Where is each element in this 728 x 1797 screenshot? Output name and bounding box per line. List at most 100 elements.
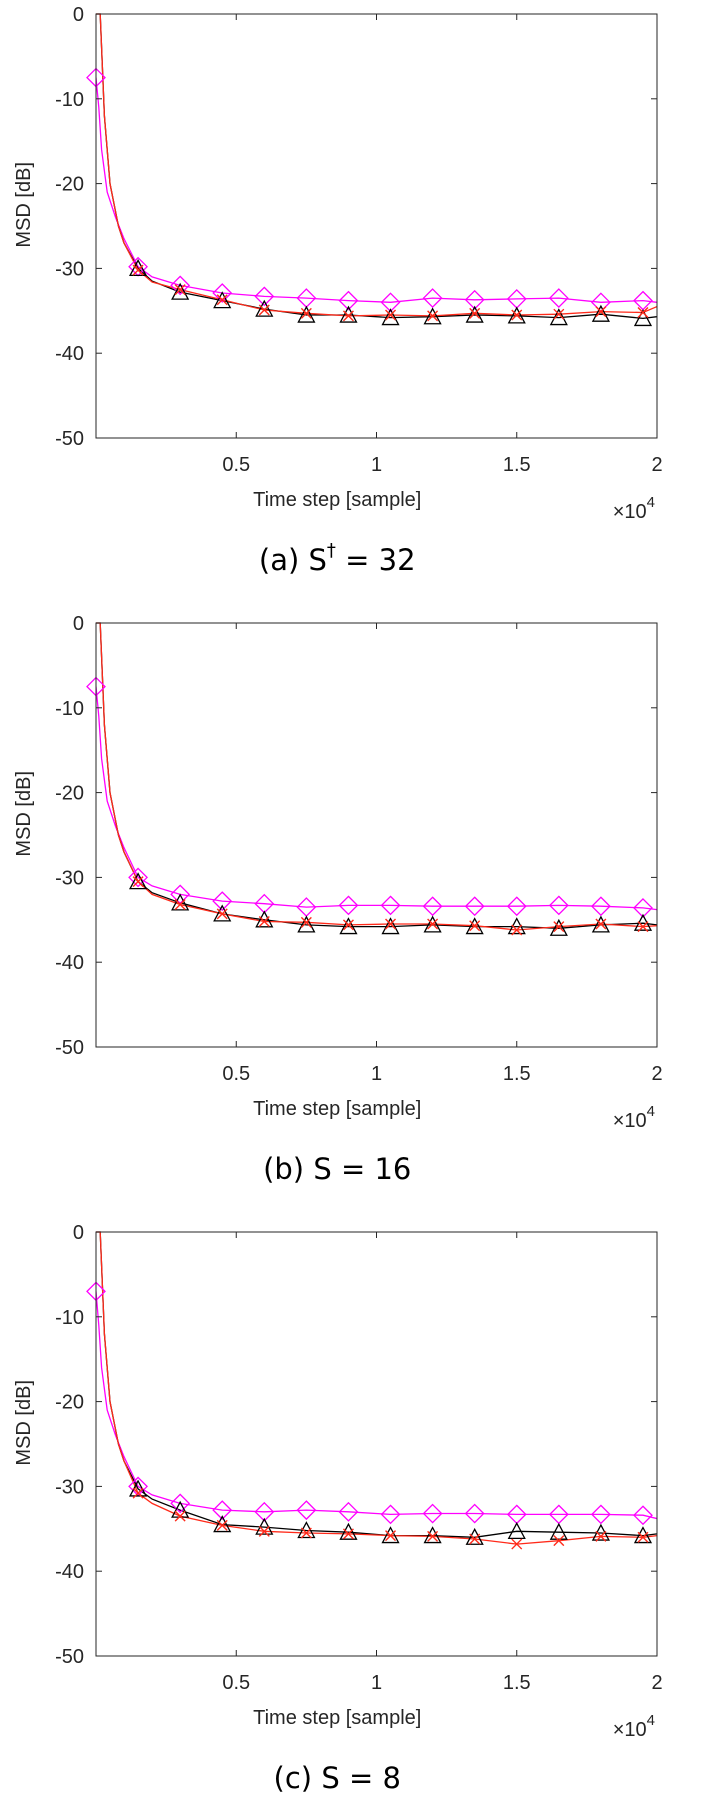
y-tick-label: -30 <box>55 1476 84 1498</box>
marker-diamond <box>633 898 653 918</box>
marker-cross <box>132 1487 144 1499</box>
x-tick-label: 1.5 <box>503 1672 531 1694</box>
marker-cross <box>427 918 439 930</box>
marker-diamond <box>212 891 233 912</box>
marker-triangle <box>507 306 526 324</box>
x-multiplier-label: ×104 <box>613 494 655 523</box>
marker-cross <box>300 307 312 319</box>
y-tick-label: -20 <box>55 783 84 805</box>
x-tick-label: 2 <box>651 1063 662 1085</box>
panel-caption: (b) S = 16 <box>263 1152 411 1186</box>
marker-triangle <box>381 917 400 935</box>
series-line-magenta-diamond <box>96 1291 657 1520</box>
x-tick-label: 2 <box>651 454 662 476</box>
marker-diamond <box>506 896 527 917</box>
marker-cross <box>216 294 228 306</box>
x-axis-label: Time step [sample] <box>253 1098 421 1120</box>
x-tick-label: 1 <box>371 1063 382 1085</box>
x-multiplier-exponent: 4 <box>647 1712 655 1729</box>
marker-cross <box>385 918 397 930</box>
caption-prefix: (c) S <box>274 1761 340 1795</box>
y-tick-label: -50 <box>55 1646 84 1668</box>
x-multiplier-base: ×10 <box>613 1719 647 1741</box>
marker-triangle <box>465 917 484 935</box>
marker-triangle <box>339 917 358 935</box>
marker-cross <box>637 307 649 318</box>
x-tick-label: 1 <box>371 1672 382 1694</box>
marker-cross <box>216 1519 228 1531</box>
x-axis-label: Time step [sample] <box>253 489 421 511</box>
chart-panel-b: 0.5 1 1.5 2 0 -10 -20 -30 -40 -50 Time step [sampl… <box>13 613 663 1186</box>
marker-cross <box>342 919 354 931</box>
caption-suffix: = 16 <box>332 1152 412 1186</box>
marker-diamond <box>464 896 485 917</box>
marker-diamond <box>338 895 359 916</box>
marker-cross <box>342 1528 354 1540</box>
marker-cross <box>132 876 144 888</box>
marker-cross <box>132 264 144 276</box>
marker-triangle <box>633 309 653 327</box>
y-tick-label: -30 <box>55 867 84 889</box>
y-tick-label: 0 <box>73 613 84 635</box>
marker-cross <box>511 309 523 321</box>
marker-diamond <box>590 896 611 917</box>
marker-triangle <box>549 918 568 936</box>
marker-cross <box>595 918 607 930</box>
series-line-magenta-diamond <box>96 686 657 911</box>
x-tick-label: 1 <box>371 454 382 476</box>
marker-triangle <box>213 904 232 922</box>
x-multiplier-label: ×104 <box>613 1103 655 1132</box>
x-tick-label: 0.5 <box>222 454 250 476</box>
marker-cross <box>469 1533 481 1545</box>
marker-cross <box>595 306 607 318</box>
series-line-black-triangle <box>96 622 657 929</box>
series-line-red-cross <box>96 13 657 317</box>
marker-diamond <box>338 1501 359 1522</box>
marker-diamond <box>548 895 569 916</box>
y-tick-label: -10 <box>55 89 84 111</box>
marker-cross <box>385 1530 397 1542</box>
x-multiplier-exponent: 4 <box>647 494 655 511</box>
marker-cross <box>174 1510 186 1522</box>
marker-triangle <box>423 1526 442 1544</box>
panel-caption: (c) S = 8 <box>274 1761 401 1795</box>
marker-diamond <box>338 290 359 311</box>
series-line-black-triangle <box>96 13 657 320</box>
marker-diamond <box>422 896 443 917</box>
marker-triangle <box>423 307 442 325</box>
caption-suffix: = 32 <box>336 543 416 577</box>
y-tick-label: 0 <box>73 1222 84 1244</box>
x-multiplier-base: ×10 <box>613 501 647 523</box>
marker-cross <box>216 908 228 920</box>
chart-panel-c: 0.5 1 1.5 2 0 -10 -20 -30 -40 -50 Time step [sampl… <box>13 1222 663 1795</box>
x-multiplier-exponent: 4 <box>647 1103 655 1120</box>
y-axis-label: MSD [dB] <box>13 1380 35 1466</box>
marker-triangle <box>255 299 274 317</box>
marker-diamond <box>464 1503 485 1524</box>
marker-triangle <box>171 282 190 300</box>
caption-suffix: = 8 <box>340 1761 401 1795</box>
y-tick-label: -10 <box>55 698 84 720</box>
y-tick-label: -40 <box>55 952 84 974</box>
marker-diamond <box>170 275 191 296</box>
marker-cross <box>385 309 397 321</box>
marker-diamond <box>422 288 443 308</box>
series-line-magenta-diamond <box>96 77 657 303</box>
marker-cross <box>553 308 565 320</box>
marker-triangle <box>549 308 568 326</box>
caption-prefix: (a) S <box>259 543 327 577</box>
marker-triangle <box>591 304 610 322</box>
marker-cross <box>174 284 186 296</box>
marker-cross <box>595 1530 607 1542</box>
marker-triangle <box>339 1522 358 1540</box>
marker-diamond <box>590 1504 611 1525</box>
y-tick-label: -30 <box>55 258 84 280</box>
marker-triangle <box>507 1521 526 1539</box>
plot-frame <box>95 13 658 439</box>
marker-cross <box>511 1538 523 1550</box>
plot-frame <box>95 622 658 1048</box>
marker-cross <box>637 1531 649 1543</box>
y-tick-label: -20 <box>55 174 84 196</box>
marker-triangle <box>423 915 442 933</box>
marker-triangle <box>591 915 610 933</box>
